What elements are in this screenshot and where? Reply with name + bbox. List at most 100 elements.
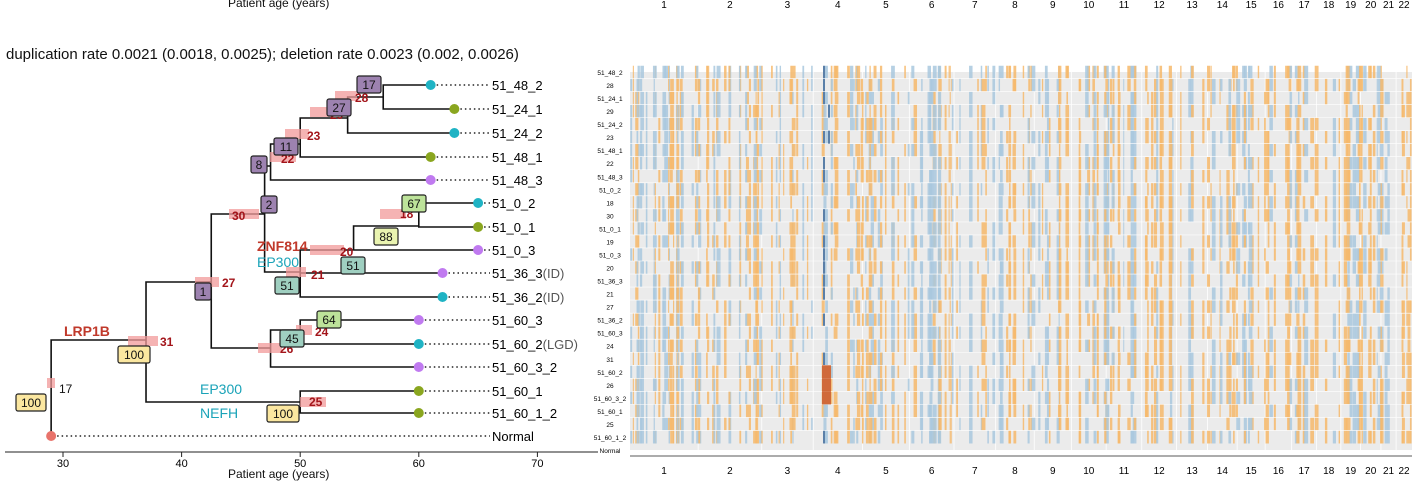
heatmap-cell	[1289, 91, 1293, 105]
heatmap-cell	[673, 430, 675, 444]
heatmap-cell	[707, 221, 710, 235]
heatmap-cell	[1038, 91, 1041, 105]
heatmap-cell	[1172, 169, 1174, 183]
heatmap-cell	[1048, 261, 1051, 275]
heatmap-cell	[1096, 274, 1099, 288]
heatmap-cell	[1289, 65, 1293, 79]
heatmap-cell	[1022, 352, 1025, 366]
heatmap-cell	[1310, 130, 1315, 144]
heatmap-cell	[950, 208, 952, 222]
heatmap-cell	[630, 339, 633, 353]
heatmap-cell	[1372, 104, 1376, 118]
heatmap-cell	[904, 430, 906, 444]
heatmap-cell	[1257, 208, 1260, 222]
heatmap-cell	[1078, 156, 1081, 170]
heatmap-cell	[1058, 352, 1061, 366]
heatmap-cell	[1092, 78, 1095, 92]
heatmap-cell	[653, 404, 655, 418]
heatmap-cell	[1409, 378, 1412, 392]
heatmap-cell	[1236, 117, 1241, 131]
heatmap-cell	[761, 156, 763, 170]
chromosome-label-bottom: 4	[835, 466, 841, 477]
heatmap-cell	[753, 169, 757, 183]
heatmap-cell	[713, 404, 716, 418]
heatmap-cell	[856, 339, 861, 353]
heatmap-cell	[1180, 104, 1182, 118]
heatmap-cell	[1248, 65, 1253, 79]
heatmap-cell	[1065, 104, 1070, 118]
heatmap-cell	[637, 326, 640, 340]
heatmap-cell	[1154, 156, 1158, 170]
heatmap-cell	[1044, 91, 1048, 105]
heatmap-cell	[969, 234, 973, 248]
heatmap-cell	[716, 352, 721, 366]
heatmap-cell	[1352, 391, 1357, 405]
heatmap-cell	[1030, 326, 1032, 340]
heatmap-cell	[1132, 234, 1137, 248]
heatmap-cell	[1363, 430, 1367, 444]
heatmap-cell	[927, 339, 932, 353]
heatmap-cell	[664, 143, 669, 157]
heatmap-row-label: 26	[606, 383, 614, 390]
heatmap-cell	[1338, 169, 1341, 183]
heatmap-cell	[959, 117, 961, 131]
heatmap-cell	[1156, 91, 1159, 105]
heatmap-cell	[879, 169, 883, 183]
heatmap-cell	[1310, 117, 1315, 131]
heatmap-cell	[1058, 261, 1061, 275]
heatmap-cell	[1247, 143, 1250, 157]
heatmap-cell	[1038, 287, 1041, 301]
edge-highlight	[310, 245, 344, 255]
heatmap-cell	[630, 156, 633, 170]
heatmap-cell	[1267, 313, 1270, 327]
heatmap-cell	[790, 91, 793, 105]
heatmap-cell	[1096, 182, 1099, 196]
heatmap-cell	[713, 430, 716, 444]
heatmap-cell	[1228, 430, 1232, 444]
heatmap-cell	[830, 391, 833, 405]
tree-branch	[210, 282, 271, 349]
heatmap-cell	[1123, 182, 1125, 196]
heatmap-cell	[778, 91, 780, 105]
heatmap-cell	[884, 130, 887, 144]
heatmap-cell	[1044, 130, 1048, 144]
heatmap-cell	[847, 143, 850, 157]
heatmap-cell	[1104, 287, 1107, 301]
heatmap-cell	[1093, 104, 1097, 118]
heatmap-cell	[796, 287, 799, 301]
heatmap-cell	[951, 287, 954, 301]
heatmap-cell	[1288, 247, 1290, 261]
heatmap-cell	[977, 391, 979, 405]
heatmap-cell	[904, 391, 906, 405]
support-box: 88	[373, 227, 399, 246]
heatmap-cell	[664, 378, 669, 392]
heatmap-cell	[707, 104, 710, 118]
heatmap-cell	[1377, 300, 1381, 314]
heatmap-cell	[1406, 65, 1408, 79]
heatmap-cell	[1168, 247, 1173, 261]
heatmap-cell	[850, 65, 854, 79]
heatmap-cell	[1180, 143, 1182, 157]
heatmap-cell	[713, 65, 716, 79]
heatmap-cell	[891, 117, 895, 131]
heatmap-cell	[1031, 156, 1036, 170]
heatmap-cell	[1347, 234, 1351, 248]
heatmap-cell	[1298, 300, 1300, 314]
heatmap-cell	[1147, 156, 1149, 170]
heatmap-cell	[1310, 365, 1315, 379]
heatmap-cell	[830, 104, 833, 118]
heatmap-cell	[1324, 195, 1328, 209]
heatmap-cell	[862, 352, 864, 366]
heatmap-cell	[791, 417, 796, 431]
heatmap-cell	[1264, 195, 1266, 209]
heatmap-cell	[716, 365, 719, 379]
heatmap-cell	[980, 143, 983, 157]
heatmap-cell	[1314, 287, 1319, 301]
heatmap-cell	[856, 287, 859, 301]
heatmap-cell	[775, 300, 778, 314]
support-box-rect	[279, 329, 305, 348]
heatmap-cell	[948, 156, 950, 170]
heatmap-cell	[1058, 391, 1061, 405]
heatmap-cell	[1347, 417, 1351, 431]
heatmap-cell	[1310, 417, 1315, 431]
